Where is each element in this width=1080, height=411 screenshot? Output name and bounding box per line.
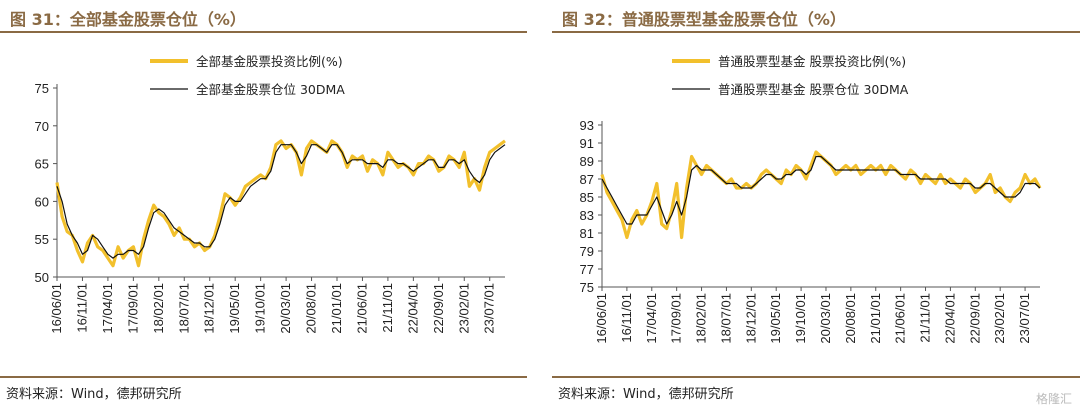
y-tick-label: 91	[580, 136, 594, 151]
source-note: 资料来源：Wind，德邦研究所	[558, 387, 734, 402]
source-divider	[0, 376, 527, 378]
x-tick-label: 22/04/01	[942, 293, 957, 344]
y-tick-label: 75	[580, 280, 594, 295]
legend-label: 普通股票型基金 股票投资比例(%)	[718, 54, 906, 69]
x-tick-label: 20/03/01	[278, 283, 293, 334]
series-line-raw	[55, 139, 506, 268]
x-tick-label: 19/05/01	[227, 283, 242, 334]
x-tick-label: 17/04/01	[644, 293, 659, 344]
x-tick-label: 18/02/01	[694, 293, 709, 344]
chart-panel-fund-position: 图 31：全部基金股票仓位（%） 50 55 60 65 70 75 16/06/01 16/…	[0, 0, 527, 411]
x-tick-label: 22/09/01	[967, 293, 982, 344]
y-tick-label: 75	[35, 81, 49, 96]
x-tick-label: 21/11/01	[380, 283, 395, 333]
x-tick-label: 23/02/01	[456, 283, 471, 334]
source-divider	[552, 376, 1080, 378]
x-tick-label: 18/12/01	[743, 293, 758, 344]
x-tick-label: 20/08/01	[304, 283, 319, 334]
chart-panel-stock-fund-position: 图 32：普通股票型基金股票仓位（%） 75 77 79 81 83 85 87 89 91 93…	[552, 0, 1080, 411]
series-line-raw	[600, 150, 1042, 240]
x-tick-label: 18/07/01	[718, 293, 733, 344]
series-line-30dma	[56, 144, 506, 259]
figure-title: 图 31：全部基金股票仓位（%）	[10, 10, 246, 29]
y-tick-label: 77	[580, 262, 594, 277]
x-tick-label: 18/12/01	[202, 283, 217, 334]
x-tick-label: 17/04/01	[100, 283, 115, 334]
x-tick-label: 22/04/01	[405, 283, 420, 334]
x-tick-label: 23/02/01	[992, 293, 1007, 344]
x-tick-label: 21/06/01	[354, 283, 369, 334]
y-tick-label: 93	[580, 118, 594, 133]
y-tick-label: 50	[35, 270, 49, 285]
x-tick-label: 23/07/01	[482, 283, 497, 334]
y-tick-label: 81	[580, 226, 594, 241]
x-tick-label: 21/01/01	[329, 283, 344, 334]
watermark-logo: 格隆汇	[1035, 392, 1072, 406]
x-tick-label: 19/05/01	[768, 293, 783, 344]
legend-label: 普通股票型基金 股票仓位 30DMA	[718, 82, 909, 97]
x-tick-label: 17/09/01	[669, 293, 684, 344]
x-tick-label: 17/09/01	[125, 283, 140, 334]
x-tick-label: 16/11/01	[619, 293, 634, 343]
figure-title: 图 32：普通股票型基金股票仓位（%）	[562, 10, 846, 29]
x-tick-label: 19/10/01	[253, 283, 268, 334]
x-tick-label: 16/11/01	[74, 283, 89, 333]
x-tick-label: 21/01/01	[868, 293, 883, 344]
x-tick-label: 20/08/01	[843, 293, 858, 344]
legend-label: 全部基金股票投资比例(%)	[196, 54, 343, 69]
y-tick-label: 79	[580, 244, 594, 259]
x-tick-label: 16/06/01	[49, 283, 64, 334]
y-tick-label: 55	[35, 232, 49, 247]
legend-label: 全部基金股票仓位 30DMA	[196, 82, 345, 97]
line-chart-stock-funds: 75 77 79 81 83 85 87 89 91 93 16/06/01 16/11/01 17/0…	[580, 54, 1042, 344]
x-tick-label: 21/06/01	[893, 293, 908, 344]
y-tick-label: 65	[35, 157, 49, 172]
title-divider	[552, 31, 1080, 33]
x-tick-label: 23/07/01	[1017, 293, 1032, 344]
x-tick-label: 18/07/01	[176, 283, 191, 334]
y-tick-label: 60	[35, 194, 49, 209]
x-tick-label: 22/09/01	[431, 283, 446, 334]
y-tick-label: 70	[35, 119, 49, 134]
line-chart-all-funds: 50 55 60 65 70 75 16/06/01 16/11/01 17/04/01 17/0…	[35, 54, 506, 334]
x-tick-label: 18/02/01	[151, 283, 166, 334]
x-tick-label: 19/10/01	[793, 293, 808, 344]
source-note: 资料来源：Wind，德邦研究所	[6, 387, 182, 402]
y-tick-label: 85	[580, 190, 594, 205]
y-tick-label: 83	[580, 208, 594, 223]
x-tick-label: 20/03/01	[818, 293, 833, 344]
x-tick-label: 16/06/01	[594, 293, 609, 344]
y-tick-label: 87	[580, 172, 594, 187]
title-divider	[0, 31, 527, 33]
series-line-30dma	[601, 155, 1041, 225]
x-tick-label: 21/11/01	[918, 293, 933, 343]
y-tick-label: 89	[580, 154, 594, 169]
